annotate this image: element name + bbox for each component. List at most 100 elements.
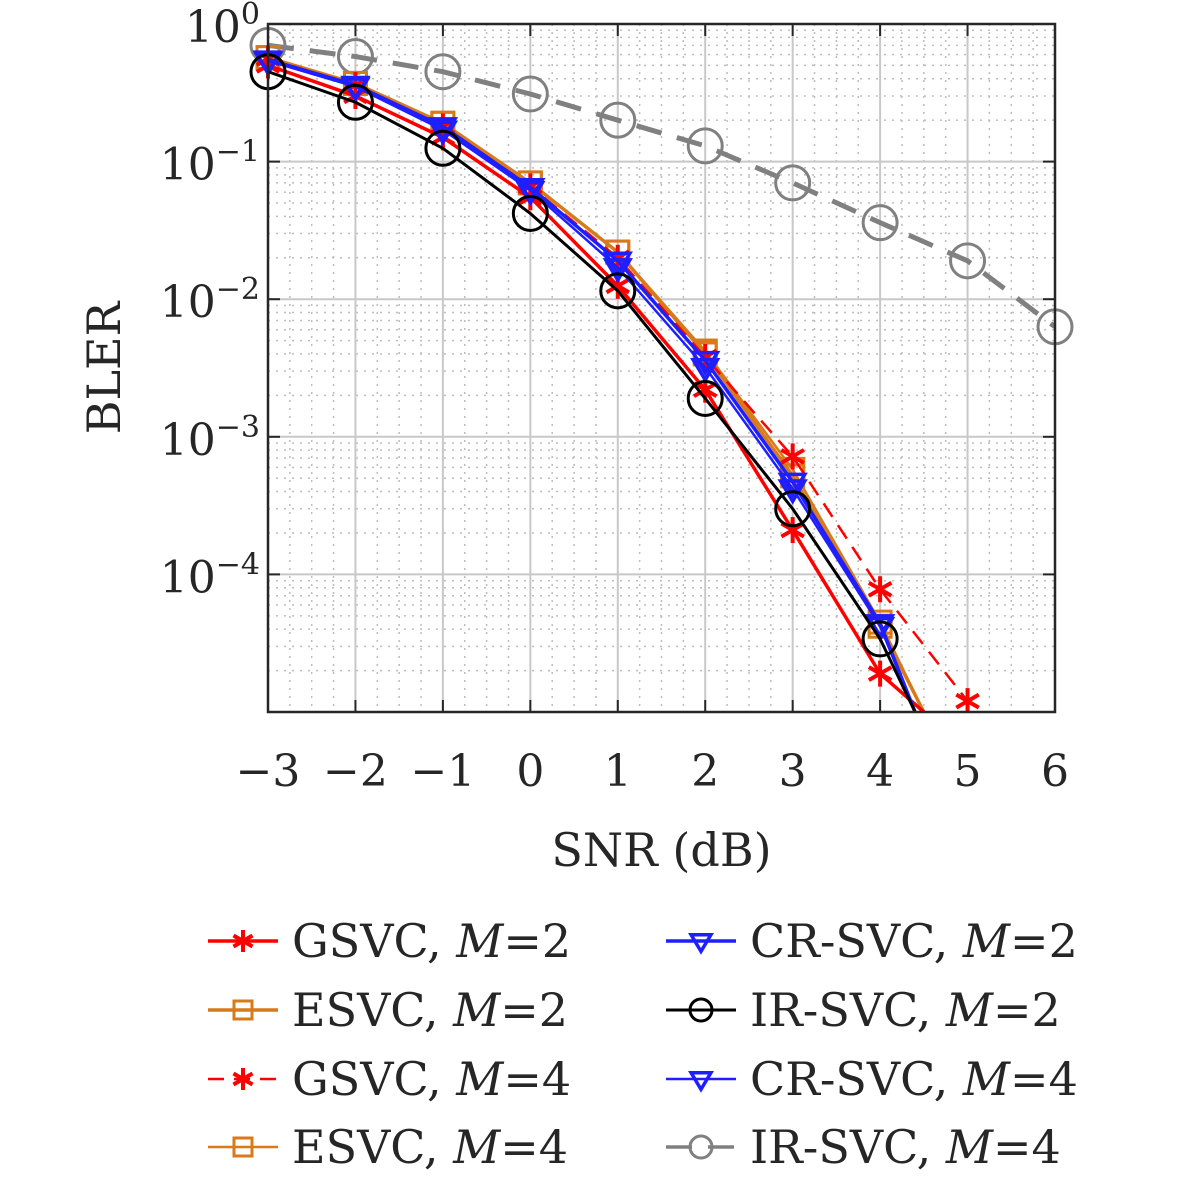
- data-point-shape: [340, 77, 371, 103]
- data-point: [602, 258, 633, 284]
- legend-label: GSVC, M=4: [292, 1052, 571, 1106]
- data-point-shape: [690, 350, 721, 377]
- data-point-stroke: [605, 277, 631, 295]
- data-point: [511, 194, 549, 232]
- data-point-shape: [599, 272, 637, 310]
- legend-label: GSVC, M=2: [292, 914, 571, 968]
- series-7: [249, 26, 1074, 346]
- data-point: [774, 490, 812, 528]
- legend-marker: [688, 933, 714, 955]
- data-point-shape: [515, 180, 546, 207]
- series-markers: [255, 45, 893, 639]
- series-1: [255, 45, 926, 712]
- data-point-stroke: [780, 521, 805, 539]
- y-axis-title: BLER: [77, 300, 131, 434]
- legend-marker-shape: [688, 1134, 714, 1160]
- legend-marker: [688, 1134, 714, 1160]
- data-point: [777, 472, 808, 498]
- data-point: [686, 379, 724, 417]
- y-tick-label: 10−1: [160, 135, 260, 191]
- series-line: [268, 70, 917, 712]
- legend-label: CR-SVC, M=4: [750, 1052, 1078, 1106]
- data-point: [599, 101, 637, 139]
- x-tick-label: 5: [954, 746, 982, 797]
- y-tick-label: 10−4: [160, 547, 260, 603]
- x-tick-label: −3: [236, 746, 301, 797]
- x-tick-label: −1: [410, 746, 475, 797]
- data-point: [340, 77, 371, 103]
- data-point: [780, 517, 805, 544]
- legend-marker-shape: [232, 999, 254, 1021]
- data-point-shape: [774, 164, 812, 202]
- data-point: [424, 53, 462, 91]
- legend-item: ESVC, M=4: [208, 1120, 568, 1174]
- legend-marker: [232, 930, 254, 952]
- data-point: [861, 620, 899, 658]
- legend-label: IR-SVC, M=2: [750, 983, 1061, 1037]
- data-point: [780, 443, 805, 470]
- legend-label: IR-SVC, M=4: [750, 1120, 1061, 1174]
- series-line: [268, 59, 917, 712]
- data-point-shape: [861, 204, 899, 242]
- data-point: [599, 272, 637, 310]
- legend-item: GSVC, M=4: [208, 1052, 571, 1106]
- data-point-shape: [511, 75, 549, 113]
- data-point-shape: [774, 490, 812, 528]
- data-point-shape: [777, 479, 808, 505]
- data-point-shape: [777, 472, 808, 498]
- data-point-shape: [949, 242, 987, 280]
- legend-item: IR-SVC, M=2: [666, 983, 1061, 1037]
- data-point: [690, 357, 721, 384]
- legend-marker-shape: [688, 997, 714, 1023]
- data-point-shape: [511, 194, 549, 232]
- x-tick-label: 6: [1041, 746, 1069, 797]
- data-point: [427, 117, 459, 143]
- data-point: [861, 204, 899, 242]
- legend-marker-shape: [688, 933, 714, 955]
- x-tick-label: 2: [691, 746, 719, 797]
- y-tick-label: 100: [185, 0, 260, 53]
- data-point: [690, 350, 721, 377]
- data-point: [336, 83, 374, 121]
- legend-marker-shape: [232, 1136, 254, 1158]
- data-point-shape: [424, 53, 462, 91]
- data-point-shape: [686, 127, 724, 165]
- legend-marker: [232, 1136, 254, 1158]
- legend-marker: [232, 999, 254, 1021]
- legend-item: IR-SVC, M=4: [666, 1120, 1061, 1174]
- data-point: [515, 180, 546, 207]
- legend-marker-stroke: [232, 933, 254, 949]
- legend-item: CR-SVC, M=2: [666, 914, 1078, 968]
- x-tick-label: 0: [516, 746, 544, 797]
- x-tick-label: 3: [779, 746, 807, 797]
- series-0: [255, 52, 925, 712]
- data-point-shape: [686, 379, 724, 417]
- data-point-stroke: [867, 665, 893, 682]
- legend-marker-stroke: [232, 1071, 254, 1087]
- data-point-shape: [336, 83, 374, 121]
- legend-marker: [688, 1071, 714, 1093]
- data-point: [774, 164, 812, 202]
- legend-item: GSVC, M=2: [208, 914, 571, 968]
- y-tick-label: 10−3: [160, 410, 260, 466]
- data-point: [511, 75, 549, 113]
- legend-marker: [688, 997, 714, 1023]
- series-markers: [252, 51, 896, 643]
- data-point-shape: [599, 101, 637, 139]
- y-tick-labels: 100 10−1 10−2 10−3 10−4: [160, 0, 260, 603]
- series-3: [255, 45, 925, 712]
- data-point-shape: [424, 129, 462, 167]
- series-5: [249, 53, 917, 712]
- data-point-shape: [861, 620, 899, 658]
- series-markers: [249, 26, 1074, 346]
- data-point-shape: [690, 357, 721, 384]
- series-line: [268, 58, 917, 712]
- legend-marker: [232, 1068, 254, 1090]
- series-line: [268, 42, 1055, 329]
- data-point-stroke: [692, 381, 718, 398]
- data-point: [686, 127, 724, 165]
- data-point: [867, 576, 893, 603]
- legend-marker-shape: [688, 1071, 714, 1093]
- plot-frame: [266, 22, 1057, 714]
